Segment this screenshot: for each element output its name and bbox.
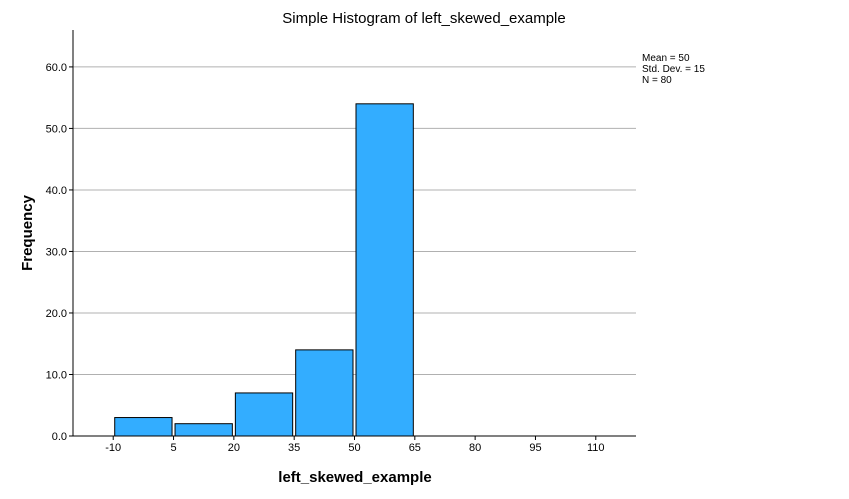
chart-title: Simple Histogram of left_skewed_example [282, 10, 565, 27]
y-axis-label: Frequency [19, 194, 36, 271]
x-axis-label: left_skewed_example [278, 469, 431, 486]
stats-line: Std. Dev. = 15 [642, 64, 705, 75]
histogram-bar [295, 349, 354, 437]
stats-line: Mean = 50 [642, 53, 690, 64]
histogram-bar [174, 423, 233, 437]
x-tick-label: 20 [228, 442, 240, 454]
histogram-bar [355, 103, 414, 437]
y-tick-labels: 0.0 10.0 20.0 30.0 40.0 50.0 60.0 [46, 62, 73, 443]
x-tick-label: 80 [469, 442, 481, 454]
histogram-bar [234, 392, 294, 437]
gridlines [73, 66, 636, 375]
x-tick-label: 5 [170, 442, 176, 454]
x-tick-label: 95 [529, 442, 541, 454]
y-tick-label: 20.0 [46, 308, 67, 320]
y-tick-label: 50.0 [46, 123, 67, 135]
x-tick-label: 65 [409, 442, 421, 454]
x-tick-labels: -10 5 20 35 50 65 80 95 110 [105, 436, 605, 454]
y-tick-label: 10.0 [46, 369, 67, 381]
stats-line: N = 80 [642, 75, 672, 86]
y-tick-label: 40.0 [46, 185, 67, 197]
x-tick-label: 50 [348, 442, 360, 454]
y-tick-label: 0.0 [52, 431, 67, 443]
x-tick-label: 35 [288, 442, 300, 454]
y-tick-label: 30.0 [46, 246, 67, 258]
bars [114, 103, 414, 437]
x-tick-label: -10 [105, 442, 121, 454]
y-tick-label: 60.0 [46, 62, 67, 74]
histogram-bar [114, 417, 173, 437]
x-tick-label: 110 [587, 442, 605, 454]
